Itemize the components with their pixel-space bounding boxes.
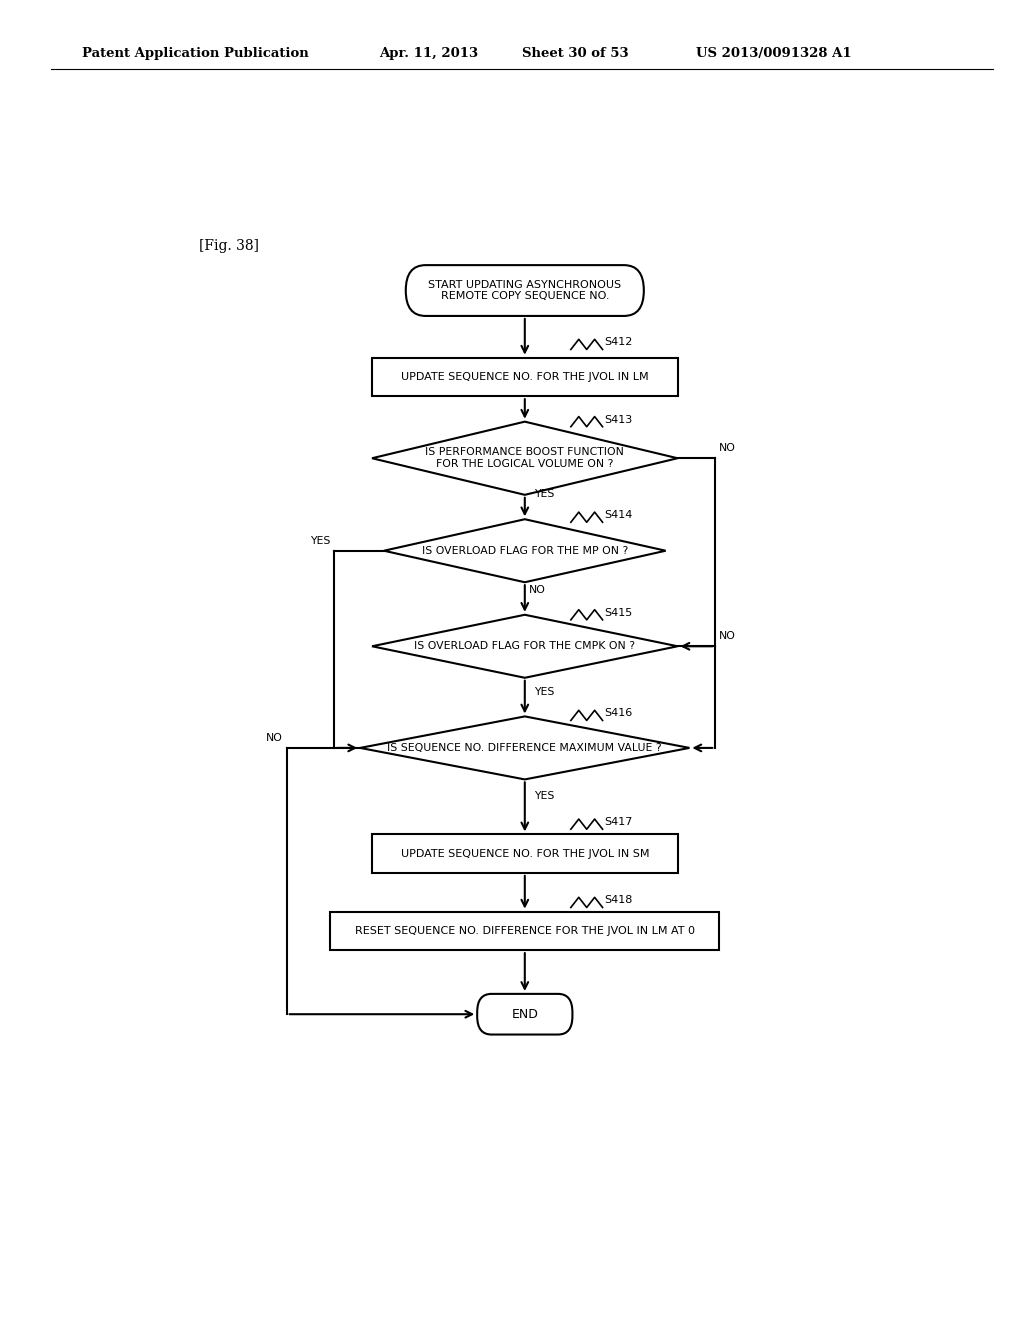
Text: NO: NO (266, 733, 283, 743)
Text: S412: S412 (604, 338, 633, 347)
Text: Apr. 11, 2013: Apr. 11, 2013 (379, 46, 478, 59)
FancyBboxPatch shape (477, 994, 572, 1035)
Text: YES: YES (310, 536, 331, 545)
Text: UPDATE SEQUENCE NO. FOR THE JVOL IN LM: UPDATE SEQUENCE NO. FOR THE JVOL IN LM (401, 372, 648, 381)
Text: NO: NO (528, 585, 546, 595)
Text: YES: YES (535, 791, 555, 801)
Text: IS PERFORMANCE BOOST FUNCTION
FOR THE LOGICAL VOLUME ON ?: IS PERFORMANCE BOOST FUNCTION FOR THE LO… (425, 447, 625, 469)
Text: S418: S418 (604, 895, 633, 906)
Polygon shape (360, 717, 689, 779)
Text: S415: S415 (604, 607, 633, 618)
Text: Patent Application Publication: Patent Application Publication (82, 46, 308, 59)
Text: US 2013/0091328 A1: US 2013/0091328 A1 (696, 46, 852, 59)
Text: RESET SEQUENCE NO. DIFFERENCE FOR THE JVOL IN LM AT 0: RESET SEQUENCE NO. DIFFERENCE FOR THE JV… (354, 925, 695, 936)
Text: NO: NO (719, 631, 736, 642)
Text: S413: S413 (604, 414, 633, 425)
Text: UPDATE SEQUENCE NO. FOR THE JVOL IN SM: UPDATE SEQUENCE NO. FOR THE JVOL IN SM (400, 849, 649, 858)
Text: S417: S417 (604, 817, 633, 828)
Text: YES: YES (535, 488, 555, 499)
Polygon shape (372, 421, 678, 495)
Text: NO: NO (719, 444, 736, 453)
FancyBboxPatch shape (372, 358, 678, 396)
Polygon shape (384, 519, 666, 582)
Text: YES: YES (535, 686, 555, 697)
Text: IS OVERLOAD FLAG FOR THE CMPK ON ?: IS OVERLOAD FLAG FOR THE CMPK ON ? (415, 642, 635, 651)
Text: S416: S416 (604, 709, 633, 718)
FancyBboxPatch shape (406, 265, 644, 315)
Text: IS OVERLOAD FLAG FOR THE MP ON ?: IS OVERLOAD FLAG FOR THE MP ON ? (422, 545, 628, 556)
Text: Sheet 30 of 53: Sheet 30 of 53 (522, 46, 629, 59)
Text: END: END (511, 1007, 539, 1020)
Text: S414: S414 (604, 511, 633, 520)
Text: IS SEQUENCE NO. DIFFERENCE MAXIMUM VALUE ?: IS SEQUENCE NO. DIFFERENCE MAXIMUM VALUE… (387, 743, 663, 752)
Text: [Fig. 38]: [Fig. 38] (200, 239, 259, 253)
Text: START UPDATING ASYNCHRONOUS
REMOTE COPY SEQUENCE NO.: START UPDATING ASYNCHRONOUS REMOTE COPY … (428, 280, 622, 301)
FancyBboxPatch shape (372, 834, 678, 873)
FancyBboxPatch shape (331, 912, 719, 950)
Polygon shape (372, 615, 678, 677)
